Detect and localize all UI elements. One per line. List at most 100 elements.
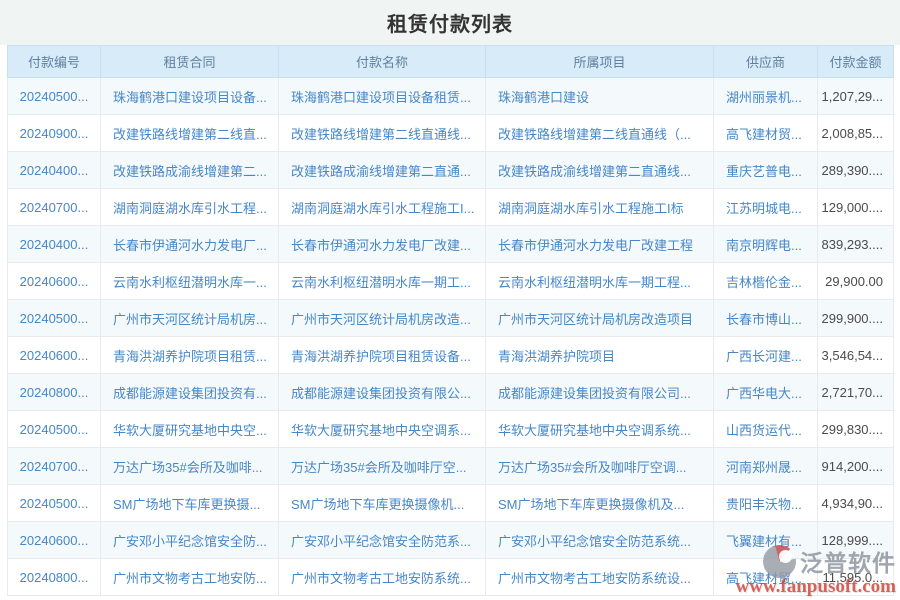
supplier-cell[interactable]: 飞翼建材有... (713, 521, 818, 559)
column-header-project: 所属项目 (485, 45, 714, 78)
payment-name-cell[interactable]: 长春市伊通河水力发电厂改建... (278, 225, 486, 263)
contract-cell[interactable]: 湖南洞庭湖水库引水工程... (100, 188, 279, 226)
table-row[interactable]: 20240600... 青海洪湖养护院项目租赁... 青海洪湖养护院项目租赁设备… (7, 336, 894, 374)
supplier-cell[interactable]: 重庆艺普电... (713, 151, 818, 189)
payment-name-cell[interactable]: 广安邓小平纪念馆安全防范系... (278, 521, 486, 559)
contract-cell[interactable]: 广安邓小平纪念馆安全防... (100, 521, 279, 559)
table-body: 20240500... 珠海鹤港口建设项目设备... 珠海鹤港口建设项目设备租赁… (7, 77, 894, 596)
project-cell[interactable]: 成都能源建设集团投资有限公司... (485, 373, 714, 411)
column-header-amount: 付款金额 (817, 45, 894, 78)
amount-cell: 129,000.... (817, 188, 894, 226)
table-row[interactable]: 20240600... 广安邓小平纪念馆安全防... 广安邓小平纪念馆安全防范系… (7, 521, 894, 559)
contract-cell[interactable]: 珠海鹤港口建设项目设备... (100, 77, 279, 115)
table-row[interactable]: 20240500... 广州市天河区统计局机房... 广州市天河区统计局机房改造… (7, 299, 894, 337)
supplier-cell[interactable]: 广西华电大... (713, 373, 818, 411)
column-header-supplier: 供应商 (713, 45, 818, 78)
column-header-payment-name: 付款名称 (278, 45, 486, 78)
project-cell[interactable]: 华软大厦研究基地中央空调系统... (485, 410, 714, 448)
payment-no-cell[interactable]: 20240500... (7, 484, 101, 522)
payment-no-cell[interactable]: 20240500... (7, 77, 101, 115)
amount-cell: 2,008,85... (817, 114, 894, 152)
payment-no-cell[interactable]: 20240700... (7, 447, 101, 485)
payment-no-cell[interactable]: 20240600... (7, 262, 101, 300)
supplier-cell[interactable]: 河南郑州晟... (713, 447, 818, 485)
table-row[interactable]: 20240800... 广州市文物考古工地安防... 广州市文物考古工地安防系统… (7, 558, 894, 596)
project-cell[interactable]: 湖南洞庭湖水库引水工程施工I标 (485, 188, 714, 226)
payment-no-cell[interactable]: 20240400... (7, 225, 101, 263)
payment-name-cell[interactable]: 湖南洞庭湖水库引水工程施工I... (278, 188, 486, 226)
project-cell[interactable]: 万达广场35#会所及咖啡厅空调... (485, 447, 714, 485)
contract-cell[interactable]: 长春市伊通河水力发电厂... (100, 225, 279, 263)
contract-cell[interactable]: SM广场地下车库更换摄... (100, 484, 279, 522)
table-row[interactable]: 20240500... 华软大厦研究基地中央空... 华软大厦研究基地中央空调系… (7, 410, 894, 448)
table-row[interactable]: 20240700... 万达广场35#会所及咖啡... 万达广场35#会所及咖啡… (7, 447, 894, 485)
project-cell[interactable]: 广州市天河区统计局机房改造项目 (485, 299, 714, 337)
amount-cell: 839,293.... (817, 225, 894, 263)
page-title: 租赁付款列表 (387, 14, 513, 36)
rental-payment-table: 付款编号 租赁合同 付款名称 所属项目 供应商 付款金额 20240500...… (7, 45, 894, 596)
project-cell[interactable]: 云南水利枢纽潜明水库一期工程... (485, 262, 714, 300)
table-row[interactable]: 20240600... 云南水利枢纽潜明水库一... 云南水利枢纽潜明水库一期工… (7, 262, 894, 300)
table-row[interactable]: 20240500... 珠海鹤港口建设项目设备... 珠海鹤港口建设项目设备租赁… (7, 77, 894, 115)
project-cell[interactable]: 青海洪湖养护院项目 (485, 336, 714, 374)
contract-cell[interactable]: 万达广场35#会所及咖啡... (100, 447, 279, 485)
project-cell[interactable]: 珠海鹤港口建设 (485, 77, 714, 115)
project-cell[interactable]: 长春市伊通河水力发电厂改建工程 (485, 225, 714, 263)
payment-name-cell[interactable]: 万达广场35#会所及咖啡厅空... (278, 447, 486, 485)
amount-cell: 914,200.... (817, 447, 894, 485)
payment-no-cell[interactable]: 20240400... (7, 151, 101, 189)
table-row[interactable]: 20240500... SM广场地下车库更换摄... SM广场地下车库更换摄像机… (7, 484, 894, 522)
table-row[interactable]: 20240800... 成都能源建设集团投资有... 成都能源建设集团投资有限公… (7, 373, 894, 411)
supplier-cell[interactable]: 吉林楷伦金... (713, 262, 818, 300)
contract-cell[interactable]: 成都能源建设集团投资有... (100, 373, 279, 411)
amount-cell: 289,390.... (817, 151, 894, 189)
payment-no-cell[interactable]: 20240800... (7, 558, 101, 596)
supplier-cell[interactable]: 长春市博山... (713, 299, 818, 337)
supplier-cell[interactable]: 湖州丽景机... (713, 77, 818, 115)
table-row[interactable]: 20240700... 湖南洞庭湖水库引水工程... 湖南洞庭湖水库引水工程施工… (7, 188, 894, 226)
project-cell[interactable]: 广安邓小平纪念馆安全防范系统... (485, 521, 714, 559)
supplier-cell[interactable]: 广西长河建... (713, 336, 818, 374)
table-row[interactable]: 20240900... 改建铁路线增建第二线直... 改建铁路线增建第二线直通线… (7, 114, 894, 152)
contract-cell[interactable]: 广州市天河区统计局机房... (100, 299, 279, 337)
payment-name-cell[interactable]: 华软大厦研究基地中央空调系... (278, 410, 486, 448)
contract-cell[interactable]: 华软大厦研究基地中央空... (100, 410, 279, 448)
payment-no-cell[interactable]: 20240900... (7, 114, 101, 152)
contract-cell[interactable]: 广州市文物考古工地安防... (100, 558, 279, 596)
payment-name-cell[interactable]: 成都能源建设集团投资有限公... (278, 373, 486, 411)
contract-cell[interactable]: 青海洪湖养护院项目租赁... (100, 336, 279, 374)
payment-no-cell[interactable]: 20240500... (7, 299, 101, 337)
contract-cell[interactable]: 改建铁路线增建第二线直... (100, 114, 279, 152)
payment-name-cell[interactable]: 广州市天河区统计局机房改造... (278, 299, 486, 337)
amount-cell: 128,999.... (817, 521, 894, 559)
project-cell[interactable]: SM广场地下车库更换摄像机及... (485, 484, 714, 522)
supplier-cell[interactable]: 高飞建材贸... (713, 558, 818, 596)
payment-no-cell[interactable]: 20240800... (7, 373, 101, 411)
supplier-cell[interactable]: 南京明辉电... (713, 225, 818, 263)
page-title-band: 租赁付款列表 (0, 0, 900, 45)
payment-name-cell[interactable]: 广州市文物考古工地安防系统... (278, 558, 486, 596)
amount-cell: 11,595.0... (817, 558, 894, 596)
supplier-cell[interactable]: 山西货运代... (713, 410, 818, 448)
supplier-cell[interactable]: 江苏明城电... (713, 188, 818, 226)
table-row[interactable]: 20240400... 改建铁路成渝线增建第二... 改建铁路成渝线增建第二直通… (7, 151, 894, 189)
payment-name-cell[interactable]: 改建铁路线增建第二线直通线... (278, 114, 486, 152)
payment-name-cell[interactable]: 云南水利枢纽潜明水库一期工... (278, 262, 486, 300)
payment-name-cell[interactable]: 珠海鹤港口建设项目设备租赁... (278, 77, 486, 115)
project-cell[interactable]: 改建铁路成渝线增建第二直通线... (485, 151, 714, 189)
project-cell[interactable]: 改建铁路线增建第二线直通线（... (485, 114, 714, 152)
contract-cell[interactable]: 改建铁路成渝线增建第二... (100, 151, 279, 189)
payment-name-cell[interactable]: 青海洪湖养护院项目租赁设备... (278, 336, 486, 374)
project-cell[interactable]: 广州市文物考古工地安防系统设... (485, 558, 714, 596)
payment-name-cell[interactable]: 改建铁路成渝线增建第二直通... (278, 151, 486, 189)
supplier-cell[interactable]: 高飞建材贸... (713, 114, 818, 152)
supplier-cell[interactable]: 贵阳丰沃物... (713, 484, 818, 522)
table-row[interactable]: 20240400... 长春市伊通河水力发电厂... 长春市伊通河水力发电厂改建… (7, 225, 894, 263)
payment-no-cell[interactable]: 20240700... (7, 188, 101, 226)
payment-no-cell[interactable]: 20240600... (7, 521, 101, 559)
contract-cell[interactable]: 云南水利枢纽潜明水库一... (100, 262, 279, 300)
amount-cell: 1,207,29... (817, 77, 894, 115)
payment-no-cell[interactable]: 20240600... (7, 336, 101, 374)
payment-name-cell[interactable]: SM广场地下车库更换摄像机... (278, 484, 486, 522)
payment-no-cell[interactable]: 20240500... (7, 410, 101, 448)
